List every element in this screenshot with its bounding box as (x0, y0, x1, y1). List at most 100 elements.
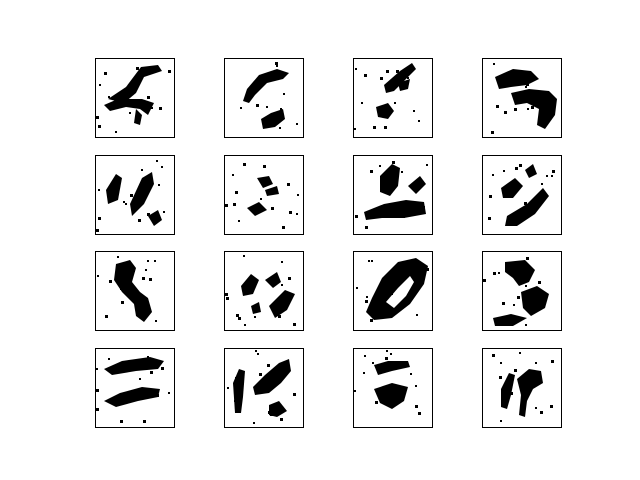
sample-r4-c4-speck (500, 420, 502, 422)
sample-r2-c4-speck (515, 167, 518, 170)
sample-r1-c4-speck (526, 83, 529, 86)
sample-r3-c2-speck (238, 317, 241, 320)
sample-r3-c4-stroke-3 (493, 314, 527, 326)
sample-r1-c3-speck (384, 126, 387, 129)
sample-r3-c3-stroke-1 (366, 258, 428, 320)
sample-r3-c4-speck (517, 296, 520, 299)
sample-r4-c1-speck (150, 371, 153, 374)
sample-r3-c2-speck (225, 293, 228, 296)
sample-r1-c3-speck (354, 128, 356, 130)
sample-r2-c3-speck (403, 216, 405, 218)
sample-r3-c1-speck (121, 301, 124, 304)
sample-r1-c4-speck (544, 116, 547, 119)
sample-r1-c2-speck (276, 65, 278, 67)
sample-r2-c1-speck (123, 201, 125, 203)
sample-r2-c2-speck (238, 220, 240, 222)
sample-r3-c1-speck (120, 287, 123, 290)
sample-r4-c2-speck (255, 350, 257, 352)
sample-r4-c1-speck (96, 389, 99, 392)
sample-r2-c2-stroke-1 (257, 176, 273, 188)
sample-r4-c4-speck (504, 397, 507, 400)
sample-r4-c2-speck (270, 413, 273, 416)
sample-r1-c4 (482, 58, 562, 138)
sample-r1-c3-stroke-2 (376, 103, 394, 119)
sample-r3-c3-speck (368, 260, 370, 262)
sample-r1-c3-stroke-3 (398, 79, 410, 91)
sample-r2-c4-speck (552, 170, 555, 173)
sample-r2-c1-stroke-1 (106, 174, 122, 204)
sample-r4-c3-speck (388, 396, 390, 398)
sample-r1-c1 (95, 58, 175, 138)
sample-r3-c2-speck (243, 255, 245, 257)
sample-r2-c3-speck (414, 189, 416, 191)
sample-r2-c1-speck (130, 194, 133, 197)
sample-r4-c3-speck (415, 405, 418, 408)
sample-r4-c2-stroke-2 (253, 359, 291, 395)
sample-r3-c1 (95, 251, 175, 331)
sample-r3-c1-speck (155, 320, 157, 322)
sample-r1-c2-image (240, 62, 298, 129)
sample-r4-c2-speck (235, 377, 237, 379)
sample-r2-c4-speck (546, 175, 548, 177)
sample-r1-c1-speck (147, 106, 149, 108)
sample-r2-c3-speck (370, 170, 373, 173)
sample-r3-c4-speck (503, 321, 506, 324)
sample-r1-c2 (224, 58, 304, 138)
sample-r1-c4-speck (491, 131, 494, 134)
sample-r1-c3-stroke-1 (384, 63, 416, 93)
sample-r4-c4-stroke-2 (517, 369, 543, 417)
sample-r1-c1-speck (147, 96, 150, 99)
sample-r2-c4-stroke-2 (505, 188, 549, 226)
sample-r1-c1-speck (129, 112, 131, 114)
sample-r2-c1-speck (156, 160, 158, 162)
sample-r4-c2-speck (268, 411, 271, 414)
sample-r3-c3-speck (379, 302, 381, 304)
sample-r4-c1-speck (96, 408, 99, 411)
sample-r2-c2-speck (235, 191, 238, 194)
sample-r2-c2-speck (260, 198, 262, 200)
sample-r2-c4-speck (531, 209, 534, 212)
sample-r2-c4-image (488, 164, 555, 226)
sample-r3-c2-speck (278, 315, 281, 318)
sample-r4-c2-speck (266, 382, 268, 384)
sample-r3-c4-speck (537, 292, 540, 295)
sample-r4-c4-speck (551, 360, 554, 363)
sample-r4-c2-speck (253, 422, 255, 424)
sample-r1-c4-speck (504, 111, 507, 114)
sample-r1-c1-stroke-1 (108, 65, 162, 103)
sample-r2-c2-speck (271, 207, 274, 210)
sample-r3-c2-speck (281, 261, 283, 263)
sample-r3-c3-speck (365, 300, 368, 303)
sample-r1-c4-speck (525, 86, 527, 88)
sample-r4-c4-speck (500, 362, 502, 364)
sample-r2-c3-image (355, 161, 428, 229)
sample-r4-c3-speck (385, 357, 388, 360)
sample-r2-c4-speck (519, 164, 522, 167)
sample-r3-c4-stroke-1 (505, 260, 535, 286)
sample-r3-c2-speck (254, 316, 256, 318)
sample-r2-c2-speck (296, 213, 298, 215)
sample-r3-c1-speck (109, 280, 112, 283)
sample-r1-c2-speck (256, 104, 259, 107)
sample-r4-c3-speck (386, 350, 388, 352)
sample-r4-c2-speck (280, 418, 283, 421)
sample-r4-c1-speck (139, 378, 141, 380)
sample-r4-c1-speck (128, 394, 131, 397)
sample-r3-c2-speck (244, 324, 246, 326)
sample-r1-c1-speck (151, 107, 153, 109)
sample-r3-c3-speck (370, 319, 373, 322)
sample-r4-c2-speck (257, 353, 259, 355)
sample-r1-c1-speck (115, 131, 117, 133)
sample-r1-c1-speck (104, 72, 107, 75)
sample-r2-c1-speck (125, 203, 127, 205)
sample-r1-c2-speck (263, 124, 266, 127)
sample-r4-c3-speck (415, 385, 417, 387)
sample-r3-c4-speck (502, 302, 505, 305)
sample-r4-c4-speck (499, 376, 502, 379)
sample-r3-c2-speck (288, 277, 291, 280)
sample-r3-c4-speck (542, 295, 545, 298)
sample-r4-c2-speck (280, 409, 283, 412)
sample-r3-c2-speck (236, 314, 239, 317)
sample-r1-c3-speck (364, 74, 367, 77)
